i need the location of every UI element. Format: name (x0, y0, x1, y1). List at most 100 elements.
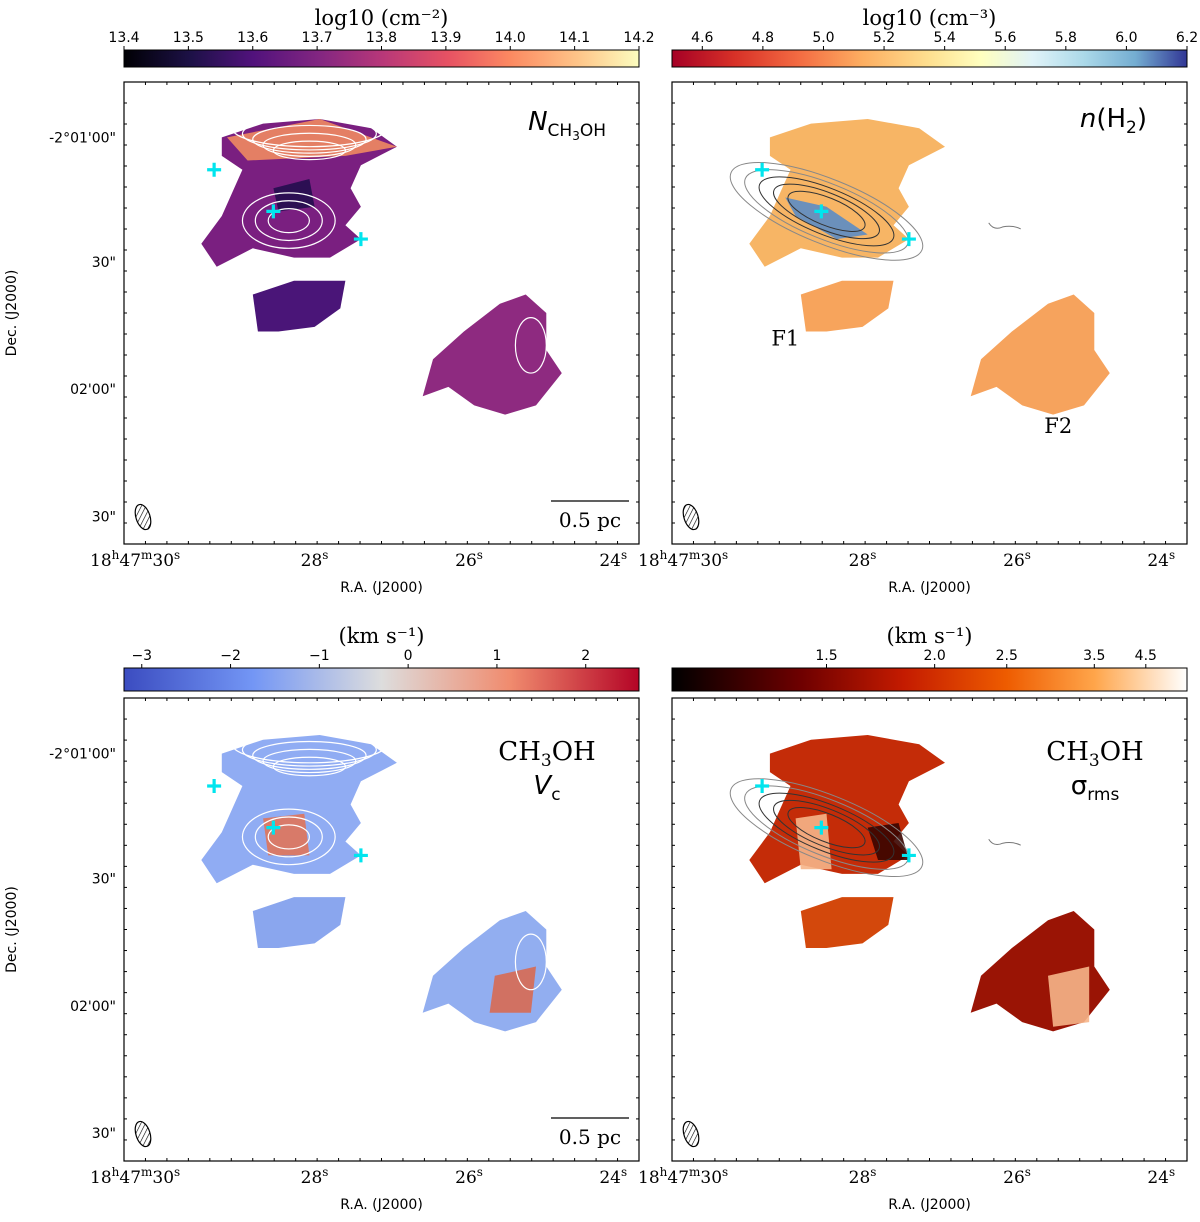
colorbar-tick-label: 6.0 (1115, 30, 1137, 46)
dec-tick-label: 02'00" (70, 999, 116, 1015)
colorbar-tick-label: 5.6 (994, 30, 1016, 46)
colorbar-tick-label: 0 (404, 648, 413, 664)
colorbar-tick-label: 5.4 (934, 30, 956, 46)
colorbar-tick-label: 1.5 (815, 648, 837, 664)
emission-region-n (749, 119, 945, 267)
ra-tick-label: 24s (599, 1165, 627, 1188)
colorbar-tick-label: 3.5 (1083, 648, 1105, 664)
filament-label-f1: F1 (771, 326, 799, 350)
colorbar-tick-label: 13.7 (302, 30, 333, 46)
panel-title: NCH3OH (528, 107, 606, 143)
source-cross-marker (755, 162, 770, 177)
colorbar-tick-label: 2.0 (924, 648, 946, 664)
colorbar-tick-label: 13.9 (430, 30, 461, 46)
contour (787, 190, 866, 232)
panel-bottom-right: 1.5 2.0 2.5 3.5 4.5 (km s⁻¹) 18h47m30s 28s 26s 24… (638, 624, 1188, 1213)
contour (267, 207, 310, 234)
ra-tick-label: 24s (1147, 548, 1175, 571)
colorbar-tick-label: 14.1 (559, 30, 590, 46)
source-cross-marker (207, 162, 222, 177)
colorbar-tick-label: 13.4 (108, 30, 139, 46)
panel-top-right: 4.6 4.8 5.0 5.2 5.4 5.6 5.8 6.0 6.2 log10 (cm⁻³) 1… (638, 6, 1198, 596)
contour (241, 192, 336, 249)
colorbar-tick-label: 5.8 (1055, 30, 1077, 46)
dec-tick-label: 30" (92, 509, 116, 525)
contour (241, 808, 336, 866)
emission-region-f2 (422, 294, 562, 415)
colorbar-label: log10 (cm⁻²) (315, 6, 449, 30)
emission-structure (1048, 966, 1090, 1027)
ra-tick-label: 28s (849, 548, 877, 571)
ra-tick-label: 28s (849, 1165, 877, 1188)
ra-tick-label: 24s (1147, 1165, 1175, 1188)
contour (988, 838, 1021, 846)
dec-tick-label: -2°01'00" (49, 747, 116, 763)
ra-tick-label: 18h47m30s (638, 1165, 728, 1188)
ra-tick-label: 26s (1003, 548, 1031, 571)
contour (773, 799, 880, 856)
ra-tick-label: 26s (1003, 1165, 1031, 1188)
contour (231, 725, 388, 764)
ra-tick-label: 24s (599, 548, 627, 571)
ra-tick-label: 18h47m30s (90, 1165, 180, 1188)
colorbar-label: log10 (cm⁻³) (863, 6, 997, 30)
panel-subtitle: σrms (1071, 771, 1120, 805)
source-cross-marker (266, 204, 281, 219)
panel-title: CH3OH (1046, 737, 1143, 771)
panel-title: CH3OH (498, 737, 595, 771)
dec-tick-label: 30" (92, 872, 116, 888)
y-axis-label: Dec. (J2000) (4, 270, 20, 357)
y-axis-label: Dec. (J2000) (4, 886, 20, 973)
dec-tick-label: 30" (92, 255, 116, 271)
beam-ellipse (134, 1120, 152, 1148)
contour (787, 807, 866, 849)
emission-structure (785, 197, 868, 240)
colorbar-label: (km s⁻¹) (339, 624, 425, 648)
panel-bottom-left: −3 −2 −1 0 1 2 (km s⁻¹) 18h47m30s 28s 26s 24s R.A. … (4, 624, 640, 1213)
ra-tick-label: 28s (301, 1165, 329, 1188)
contour (729, 778, 924, 878)
emission-region-n (201, 735, 397, 884)
colorbar-tick-label: 1 (492, 648, 501, 664)
panel-top-left: 13.4 13.5 13.6 13.7 13.8 13.9 14.0 14.1 14.2 log1… (4, 6, 655, 596)
scale-bar-label: 0.5 pc (559, 508, 621, 532)
emission-region-f1 (252, 280, 346, 332)
contour (988, 222, 1021, 230)
colorbar (671, 667, 1188, 692)
source-cross-marker (266, 820, 281, 835)
colorbar-tick-label: 4.6 (691, 30, 713, 46)
ra-tick-label: 26s (455, 1165, 483, 1188)
filament-label-f2: F2 (1044, 414, 1072, 438)
contour (272, 140, 347, 161)
source-cross-marker (901, 232, 916, 247)
contour (231, 109, 388, 148)
contour (758, 792, 895, 863)
source-cross-marker (814, 820, 829, 835)
contour (252, 740, 367, 770)
contour (254, 200, 323, 242)
plot-area (123, 697, 640, 1162)
ra-tick-label: 18h47m30s (90, 548, 180, 571)
colorbar-tick-label: −1 (309, 648, 330, 664)
colorbar-tick-label: 2 (581, 648, 590, 664)
colorbar-tick-label: 5.0 (812, 30, 834, 46)
dec-tick-label: -2°01'00" (49, 130, 116, 146)
colorbar-tick-label: 4.5 (1135, 648, 1157, 664)
contour (514, 933, 547, 991)
beam-ellipse (682, 1120, 700, 1148)
colorbar-tick-label: 13.8 (366, 30, 397, 46)
contour (267, 824, 310, 850)
colorbar-tick-label: 14.2 (623, 30, 654, 46)
colorbar (123, 49, 640, 68)
colorbar (671, 49, 1188, 68)
contour (514, 317, 547, 374)
ra-tick-label: 18h47m30s (638, 548, 728, 571)
contour (773, 183, 880, 240)
contour (254, 816, 323, 858)
source-cross-marker (353, 232, 368, 247)
panel-subtitle: Vc (533, 771, 560, 805)
emission-region-f1 (252, 897, 346, 948)
contour (262, 748, 357, 774)
emission-structure (489, 966, 536, 1013)
